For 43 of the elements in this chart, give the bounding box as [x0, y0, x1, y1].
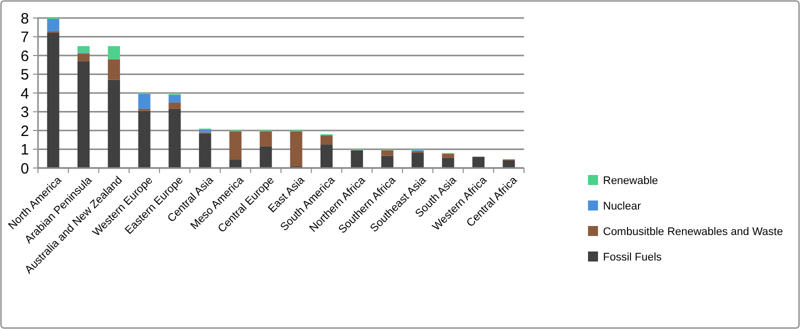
bar	[47, 18, 60, 32]
bar	[168, 102, 181, 109]
y-tick-label: 1	[20, 142, 29, 158]
bar	[412, 153, 424, 168]
bar	[442, 158, 454, 168]
bar	[381, 156, 394, 168]
bar	[320, 135, 333, 145]
bar	[168, 108, 181, 168]
bar	[108, 80, 120, 168]
y-tick-label: 4	[20, 85, 29, 102]
bar	[502, 160, 515, 168]
bar	[168, 94, 181, 102]
bar	[229, 131, 242, 160]
bar	[198, 130, 212, 132]
y-tick-label: 0	[20, 160, 29, 178]
bar	[260, 146, 272, 168]
bar	[290, 131, 302, 166]
legend-label: Renewable	[603, 174, 658, 187]
y-tick-label: 8	[20, 10, 29, 28]
bar	[138, 110, 150, 168]
bar	[108, 59, 120, 80]
bar	[77, 54, 90, 62]
y-tick-label: 3	[20, 104, 29, 121]
bar	[442, 154, 454, 158]
bar	[229, 160, 242, 168]
legend-label: Fossil Fuels	[603, 251, 662, 264]
bar	[108, 46, 120, 60]
bar	[77, 46, 90, 53]
legend-label: Nuclear	[603, 200, 642, 212]
y-tick-label: 5	[20, 66, 29, 84]
bar	[138, 94, 150, 109]
bar	[47, 33, 60, 168]
y-tick-label: 7	[20, 29, 29, 46]
bar	[381, 150, 394, 156]
bar	[320, 144, 333, 168]
y-tick-label: 2	[20, 122, 29, 140]
bar	[77, 61, 90, 168]
legend-label: Combusitble Renewables and Waste	[603, 226, 783, 238]
bar	[198, 133, 212, 168]
bar	[260, 131, 272, 146]
y-tick-label: 6	[20, 48, 29, 65]
bar	[472, 156, 485, 168]
bar	[350, 150, 364, 168]
